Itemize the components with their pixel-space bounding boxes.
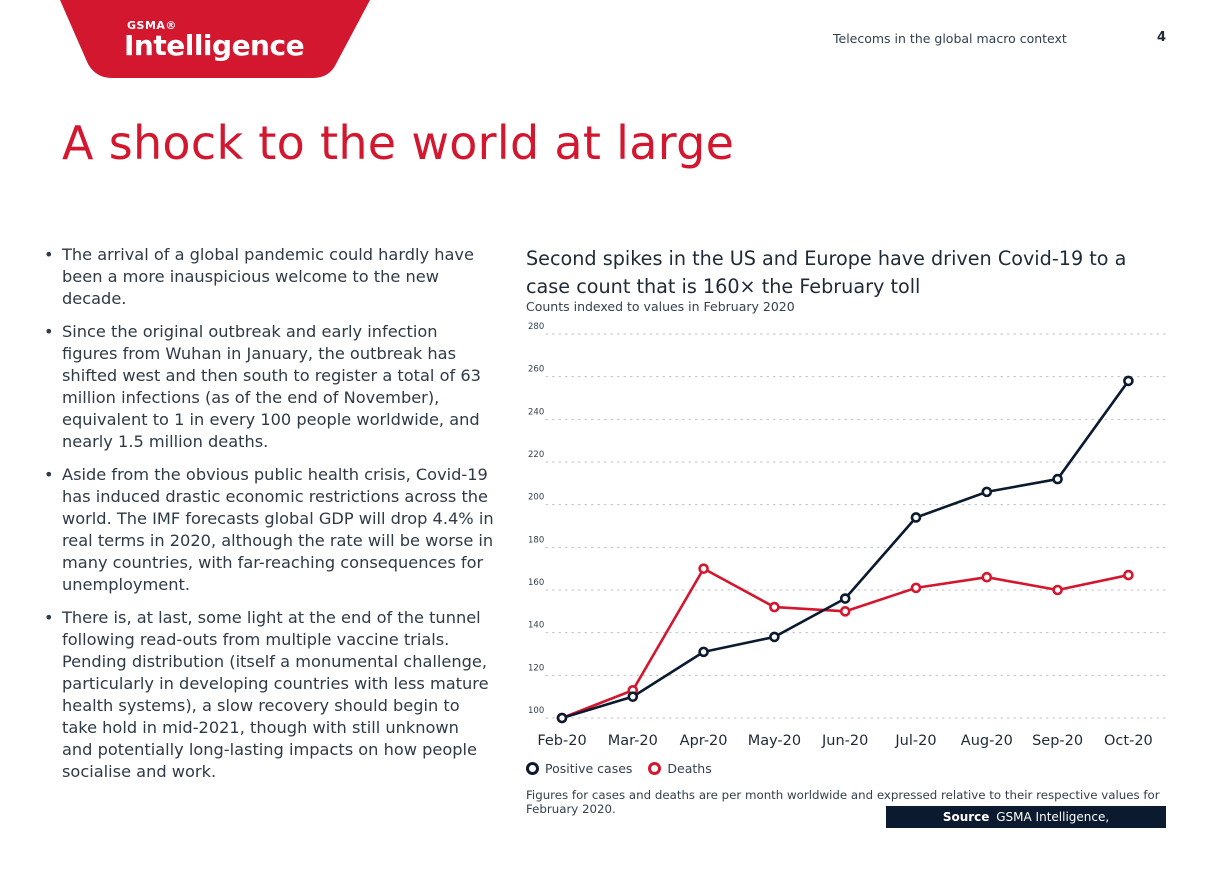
data-point-cases bbox=[769, 631, 780, 643]
legend-label-cases: Positive cases bbox=[545, 761, 633, 776]
chart-footnote: Figures for cases and deaths are per mon… bbox=[526, 788, 1160, 816]
series-line-deaths bbox=[561, 567, 1129, 720]
chart-subtitle: Counts indexed to values in February 202… bbox=[526, 299, 795, 314]
y-tick-label: 200 bbox=[528, 493, 544, 503]
y-tick-label: 180 bbox=[528, 535, 544, 545]
data-point-cases bbox=[981, 486, 993, 498]
bullet-item: There is, at last, some light at the end… bbox=[44, 607, 494, 783]
brand-logo-text: Intelligence bbox=[124, 29, 305, 62]
x-tick-label: Sep-20 bbox=[1032, 733, 1083, 749]
x-tick-label: Apr-20 bbox=[680, 733, 728, 749]
x-tick-label: Feb-20 bbox=[537, 733, 586, 749]
bullet-item: Aside from the obvious public health cri… bbox=[44, 464, 494, 596]
y-tick-label: 240 bbox=[528, 407, 544, 417]
x-tick-label: Mar-20 bbox=[608, 733, 658, 749]
bullet-item: Since the original outbreak and early in… bbox=[44, 321, 494, 453]
legend-item-cases: Positive cases bbox=[526, 761, 632, 776]
x-tick-label: Oct-20 bbox=[1104, 733, 1153, 749]
data-point-deaths bbox=[698, 563, 709, 574]
page-title: A shock to the world at large bbox=[62, 116, 735, 170]
x-tick-label: Jun-20 bbox=[821, 733, 868, 749]
legend-item-deaths: Deaths bbox=[648, 761, 712, 776]
legend-label-deaths: Deaths bbox=[667, 761, 712, 776]
source-text: GSMA Intelligence, ourworldindata.org bbox=[968, 810, 1110, 846]
y-tick-label: 220 bbox=[528, 450, 544, 460]
chart-legend: Positive cases Deaths bbox=[526, 761, 728, 776]
x-tick-label: Jul-20 bbox=[894, 733, 936, 749]
x-tick-label: Aug-20 bbox=[961, 733, 1013, 749]
y-tick-label: 140 bbox=[528, 621, 544, 631]
data-point-deaths bbox=[910, 582, 922, 594]
data-point-cases bbox=[556, 712, 568, 724]
section-title: Telecoms in the global macro context bbox=[833, 31, 1067, 46]
logo-tab bbox=[60, 0, 370, 78]
data-point-deaths bbox=[1123, 569, 1134, 581]
y-tick-label: 260 bbox=[528, 365, 544, 375]
data-point-deaths bbox=[839, 606, 851, 617]
data-point-deaths bbox=[1052, 584, 1063, 596]
bullet-item: The arrival of a global pandemic could h… bbox=[44, 244, 494, 310]
y-tick-label: 100 bbox=[528, 706, 544, 716]
brand-small-text: GSMA® bbox=[127, 19, 177, 32]
legend-marker-cases-icon bbox=[526, 762, 539, 775]
page-number: 4 bbox=[1157, 30, 1167, 45]
y-tick-label: 160 bbox=[528, 578, 544, 588]
source-label: Source bbox=[942, 810, 990, 824]
logo-tab-shape bbox=[60, 0, 370, 78]
data-point-cases bbox=[910, 512, 922, 523]
y-tick-label: 280 bbox=[528, 322, 544, 332]
source-box: Source GSMA Intelligence, ourworldindata… bbox=[886, 806, 1166, 846]
data-point-deaths bbox=[981, 571, 993, 583]
data-point-cases bbox=[627, 691, 639, 702]
data-point-cases bbox=[1052, 473, 1063, 485]
bullet-list: The arrival of a global pandemic could h… bbox=[44, 244, 494, 794]
data-point-deaths bbox=[769, 601, 780, 613]
data-point-cases bbox=[1123, 375, 1134, 387]
y-tick-label: 120 bbox=[528, 663, 544, 673]
chart-title: Second spikes in the US and Europe have … bbox=[526, 247, 1127, 298]
legend-marker-deaths-icon bbox=[648, 762, 662, 775]
data-point-cases bbox=[839, 593, 851, 604]
data-point-cases bbox=[698, 646, 709, 658]
x-tick-label: May-20 bbox=[748, 733, 801, 749]
